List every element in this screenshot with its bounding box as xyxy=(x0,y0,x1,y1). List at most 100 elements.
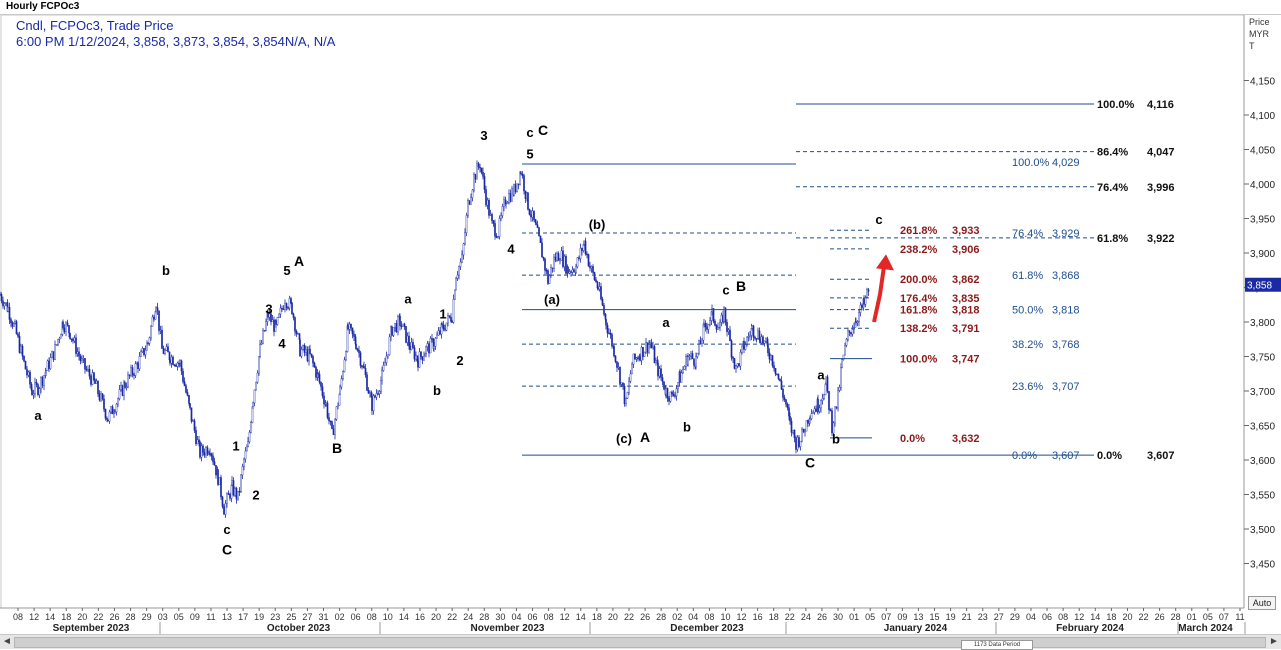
candle xyxy=(260,342,263,345)
fib-ext-label: 100.0% xyxy=(900,354,938,366)
candle xyxy=(413,347,416,360)
candle xyxy=(323,395,325,405)
candle xyxy=(5,302,7,304)
candle xyxy=(111,406,114,415)
candle xyxy=(258,356,260,374)
fib-ext-label: 0.0% xyxy=(900,433,925,445)
candle xyxy=(32,393,35,396)
fib-ext-label: 176.4% xyxy=(900,293,938,305)
candle xyxy=(723,307,725,322)
wave-label: c xyxy=(875,212,882,227)
candle xyxy=(308,349,310,362)
month-label: February 2024 xyxy=(1056,623,1124,634)
y-tick-label: 3,750 xyxy=(1250,353,1275,364)
candle xyxy=(29,371,31,385)
x-tick-label: 18 xyxy=(592,612,602,622)
price-chart[interactable]: 3,450 3,500 3,550 3,600 3,650 3,700 3,750 3,800… xyxy=(0,0,1281,634)
candle xyxy=(84,358,86,370)
candle xyxy=(221,496,224,507)
candle xyxy=(444,328,446,331)
fib-ext-value: 3,906 xyxy=(952,244,980,256)
x-tick-label: 08 xyxy=(1058,612,1068,622)
x-tick-label: 26 xyxy=(109,612,119,622)
candle xyxy=(652,346,654,348)
candle xyxy=(617,366,620,369)
fib-level-value: 4,029 xyxy=(1052,157,1080,169)
candle xyxy=(779,378,781,382)
candle xyxy=(611,334,613,347)
candle xyxy=(312,356,314,364)
candle xyxy=(103,398,105,410)
auto-scale-button[interactable]: Auto xyxy=(1248,596,1276,610)
candle xyxy=(231,480,233,486)
candle xyxy=(215,465,217,476)
candle xyxy=(192,420,194,422)
x-tick-label: 14 xyxy=(1090,612,1100,622)
scroll-left-icon[interactable]: ◄ xyxy=(2,636,12,647)
candle xyxy=(674,395,676,397)
candle xyxy=(576,257,579,267)
candle xyxy=(614,355,617,362)
candle xyxy=(738,363,740,367)
candle xyxy=(173,364,176,367)
candle xyxy=(315,366,317,378)
candle xyxy=(589,266,591,269)
fib-level-value: 3,996 xyxy=(1147,182,1175,194)
candle xyxy=(138,356,141,370)
time-scrollbar[interactable]: ◄ 1173 Data Period ► xyxy=(0,634,1281,650)
x-tick-label: 20 xyxy=(77,612,87,622)
current-price-marker xyxy=(1245,277,1281,292)
candle xyxy=(538,227,540,237)
fib-level-label: 86.4% xyxy=(1097,147,1128,159)
candle xyxy=(669,391,672,402)
x-tick-label: 15 xyxy=(929,612,939,622)
candle xyxy=(0,294,1,296)
x-tick-label: 05 xyxy=(174,612,184,622)
x-tick-label: 18 xyxy=(61,612,71,622)
x-tick-label: 07 xyxy=(1219,612,1229,622)
x-tick-label: 26 xyxy=(817,612,827,622)
candle xyxy=(198,439,200,443)
candle xyxy=(363,366,365,369)
candle xyxy=(343,359,346,372)
candle xyxy=(805,420,808,432)
x-tick-label: 26 xyxy=(640,612,650,622)
candle xyxy=(107,419,109,422)
candle xyxy=(189,403,191,408)
candle xyxy=(817,398,819,412)
candle xyxy=(3,303,6,307)
x-tick-label: 10 xyxy=(383,612,393,622)
chart-legend-ohlc: 6:00 PM 1/12/2024, 3,858, 3,873, 3,854, … xyxy=(16,34,336,49)
candle xyxy=(402,323,404,327)
candle xyxy=(394,323,396,328)
candle xyxy=(381,370,383,381)
candle xyxy=(759,339,761,344)
candle xyxy=(523,175,525,192)
x-tick-label: 20 xyxy=(608,612,618,622)
candle xyxy=(801,428,803,442)
candle xyxy=(757,330,759,339)
candle xyxy=(159,329,162,332)
candle xyxy=(861,304,863,308)
x-tick-label: 11 xyxy=(1235,612,1244,622)
y-tick-label: 3,950 xyxy=(1250,215,1275,226)
candle xyxy=(554,256,557,261)
x-tick-label: 29 xyxy=(142,612,152,622)
y-tick-label: 3,450 xyxy=(1250,560,1275,571)
candle xyxy=(339,386,341,395)
scrollbar-thumb[interactable]: 1173 Data Period xyxy=(14,637,1266,650)
candle xyxy=(699,340,702,344)
fib-level-value: 3,929 xyxy=(1052,228,1080,240)
candle xyxy=(423,355,425,361)
candle xyxy=(823,394,825,399)
candle xyxy=(161,329,163,349)
candle xyxy=(762,336,764,344)
candle xyxy=(668,397,670,402)
scroll-right-icon[interactable]: ► xyxy=(1269,636,1279,647)
candle xyxy=(831,410,833,434)
y-tick-label: 4,000 xyxy=(1250,180,1275,191)
candle xyxy=(774,368,777,375)
candle xyxy=(55,344,58,346)
x-tick-label: 16 xyxy=(415,612,425,622)
x-tick-label: 09 xyxy=(897,612,907,622)
